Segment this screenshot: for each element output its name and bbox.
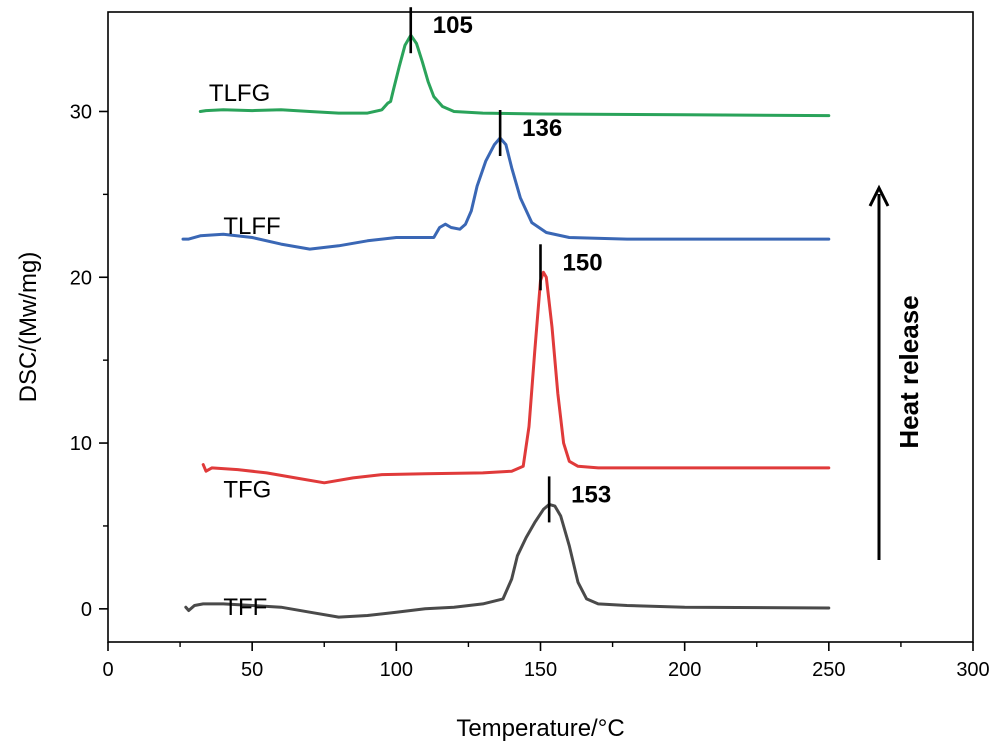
x-tick-label: 150 xyxy=(524,659,557,681)
series-label-tlfg: TLFG xyxy=(209,80,270,107)
series-label-tfg: TFG xyxy=(223,476,271,503)
annotations: 153 TFF 150 TFG 136 TLFF 105 TLFG Heat release xyxy=(209,7,924,621)
x-axis-title: Temperature/°C xyxy=(456,715,624,742)
series-line-tlfg xyxy=(198,33,831,118)
x-tick-label: 100 xyxy=(380,659,413,681)
x-tick-label: 50 xyxy=(241,659,263,681)
x-tick-label: 300 xyxy=(956,659,989,681)
x-tick-label: 0 xyxy=(102,659,113,681)
axes: 0 50 100 150 200 250 300 0 10 20 30 Temperature/°C D… xyxy=(15,11,990,742)
series-label-tlff: TLFF xyxy=(223,213,280,240)
series-line-tff xyxy=(184,502,831,619)
series-label-tff: TFF xyxy=(223,594,267,621)
peak-label-tlfg: 105 xyxy=(433,12,473,39)
y-tick-label: 20 xyxy=(70,267,92,289)
series-lines xyxy=(181,33,831,619)
x-tick-label: 200 xyxy=(668,659,701,681)
y-tick-label: 0 xyxy=(81,599,92,621)
arrow-head-icon xyxy=(868,184,890,207)
series-line-tfg xyxy=(201,270,831,485)
heat-release-label: Heat release xyxy=(894,295,924,448)
peak-label-tfg: 150 xyxy=(563,249,603,276)
y-tick-label: 30 xyxy=(70,101,92,123)
series-line-tlff xyxy=(181,136,831,251)
y-tick-label: 10 xyxy=(70,433,92,455)
x-tick-label: 250 xyxy=(812,659,845,681)
y-axis-title: DSC/(Mw/mg) xyxy=(15,252,42,403)
peak-label-tlff: 136 xyxy=(522,115,562,142)
peak-label-tff: 153 xyxy=(571,481,611,508)
